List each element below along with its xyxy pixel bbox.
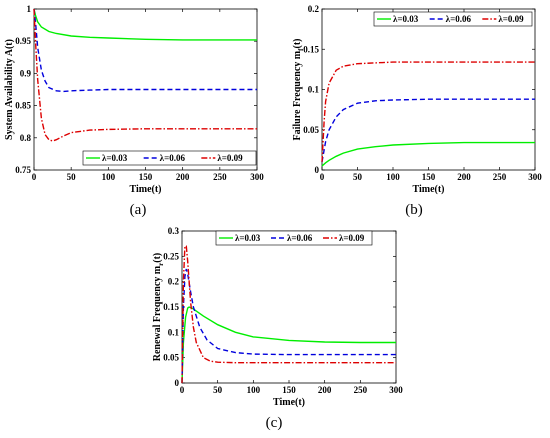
legend-entry-1: λ=0.03	[102, 153, 128, 163]
y-axis-label-tail: (t)	[292, 39, 303, 49]
y-tick-label: 0.8	[20, 133, 32, 143]
x-tick-label: 250	[354, 385, 368, 395]
y-axis-label-sub: r	[157, 263, 165, 266]
legend-entry-1: λ=0.03	[393, 14, 419, 24]
x-tick-label: 100	[102, 172, 116, 182]
x-tick-label: 250	[213, 172, 227, 182]
y-tick-label: 0.15	[163, 302, 179, 312]
legend-box	[373, 11, 533, 27]
x-tick-label: 0	[32, 172, 37, 182]
y-axis-label-sub: f	[297, 48, 305, 51]
x-tick-label: 150	[282, 385, 296, 395]
y-axis-label-group: Renewal Frequency mr(t)	[152, 253, 165, 361]
panel-label: (b)	[405, 202, 423, 218]
x-axis-label: Time(t)	[412, 184, 444, 195]
y-tick-label: 0.2	[168, 277, 180, 287]
legend-entry-2: λ=0.06	[287, 233, 313, 243]
x-tick-label: 300	[528, 172, 542, 182]
series-line-2	[321, 98, 535, 163]
x-tick-label: 50	[67, 172, 77, 182]
series-line-3	[33, 8, 257, 142]
legend: λ=0.03 λ=0.06 λ=0.09	[82, 150, 257, 166]
y-tick-label: 0.85	[15, 101, 31, 111]
y-axis-label-main: Renewal Frequency m	[152, 265, 163, 361]
series-line-2	[33, 8, 257, 93]
series-line-1	[321, 141, 535, 167]
series-line-1	[33, 8, 257, 41]
y-tick-label: 0.95	[15, 36, 31, 46]
y-tick-label: 0	[315, 165, 320, 175]
legend-box	[215, 230, 373, 246]
x-axis-label: Time(t)	[273, 397, 305, 408]
x-tick-label: 200	[457, 172, 471, 182]
legend-entry-3: λ=0.09	[217, 153, 243, 163]
y-tick-label: 0.3	[168, 226, 180, 236]
chart-a: 0 50 100 150 200 250 300 0.75 0.8 0.85 0.9 0.95 1 Tim…	[4, 4, 264, 218]
y-tick-label: 0.1	[308, 85, 320, 95]
y-axis-label-main: System Availability A(t)	[4, 39, 15, 140]
plot-frame	[321, 8, 536, 171]
x-tick-label: 250	[493, 172, 507, 182]
x-tick-label: 200	[318, 385, 332, 395]
legend-entry-2: λ=0.06	[160, 153, 186, 163]
legend-entry-3: λ=0.09	[339, 233, 365, 243]
series-line-3	[321, 61, 535, 162]
x-tick-label: 200	[176, 172, 190, 182]
series-line-1	[181, 306, 396, 384]
y-tick-label: 0.05	[163, 353, 179, 363]
chart-b: 0 50 100 150 200 250 300 0 0.05 0.1 0.15 0.2 Time(t)…	[292, 4, 542, 218]
x-tick-label: 0	[320, 172, 325, 182]
x-tick-label: 0	[180, 385, 185, 395]
y-axis-label: Renewal Frequency mr(t)	[152, 253, 165, 361]
y-axis-label-tail: (t)	[152, 253, 163, 263]
y-tick-label: 0	[175, 378, 180, 388]
y-axis-label: Failure Frequency mf(t)	[292, 39, 305, 141]
y-tick-label: 0.9	[20, 68, 32, 78]
y-tick-label: 0.05	[303, 125, 319, 135]
panel-label: (a)	[130, 202, 147, 218]
legend-box	[82, 150, 257, 166]
plot-frame	[181, 230, 397, 384]
legend-entry-2: λ=0.06	[446, 14, 472, 24]
y-tick-label: 0.75	[15, 165, 31, 175]
x-axis-label: Time(t)	[129, 184, 161, 195]
y-axis-label-group: System Availability A(t)	[4, 39, 15, 140]
chart-c: 0 50 100 150 200 250 300 0 0.05 0.1 0.15 0.2 0.25 0.3…	[152, 226, 403, 431]
y-tick-label: 0.15	[303, 44, 319, 54]
y-axis-label-group: Failure Frequency mf(t)	[292, 39, 305, 141]
legend: λ=0.03 λ=0.06 λ=0.09	[373, 11, 533, 27]
y-axis-label: System Availability A(t)	[4, 39, 15, 140]
panel-label: (c)	[266, 415, 283, 431]
y-tick-label: 0.25	[163, 251, 179, 261]
x-tick-label: 300	[250, 172, 264, 182]
x-tick-label: 50	[353, 172, 363, 182]
y-axis-label-main: Failure Frequency m	[292, 50, 303, 140]
x-tick-label: 150	[139, 172, 153, 182]
x-tick-label: 50	[213, 385, 223, 395]
y-tick-label: 0.2	[308, 4, 320, 14]
legend-entry-1: λ=0.03	[235, 233, 261, 243]
series-line-3	[181, 245, 396, 384]
x-tick-label: 100	[247, 385, 261, 395]
series-line-2	[181, 268, 396, 384]
legend-entry-3: λ=0.09	[498, 14, 524, 24]
y-tick-label: 0.1	[168, 327, 180, 337]
x-tick-label: 150	[422, 172, 436, 182]
x-tick-label: 300	[389, 385, 403, 395]
y-tick-label: 1	[27, 4, 32, 14]
x-tick-label: 100	[386, 172, 400, 182]
legend: λ=0.03 λ=0.06 λ=0.09	[215, 230, 373, 246]
